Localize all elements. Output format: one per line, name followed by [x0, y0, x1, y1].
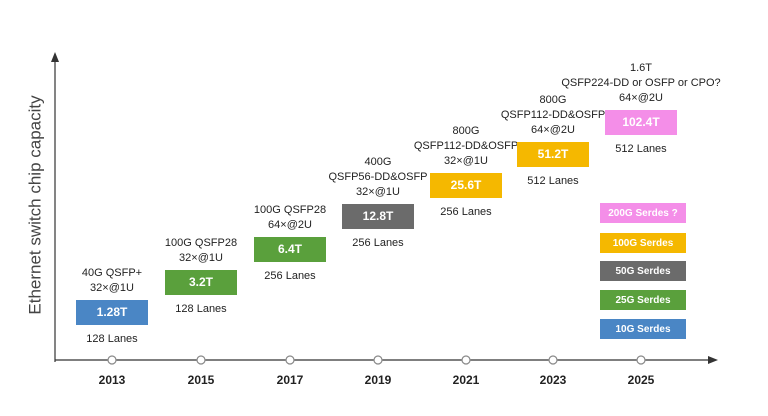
capacity-label: 3.2T [189, 275, 214, 289]
x-arrow [708, 356, 718, 364]
legend-label: 100G Serdes [613, 238, 674, 249]
year-label: 2025 [628, 373, 655, 387]
year-tick [636, 355, 646, 365]
year-label: 2021 [453, 373, 480, 387]
spec-label: 800G [540, 94, 567, 106]
spec-label: QSFP56-DD&OSFP [328, 171, 427, 183]
capacity-box [165, 270, 237, 295]
spec-label: 32×@1U [90, 282, 134, 294]
capacity-box [76, 300, 148, 325]
year-label: 2023 [540, 373, 567, 387]
lanes-label: 256 Lanes [440, 206, 492, 218]
spec-label: 32×@1U [356, 186, 400, 198]
legend-box [600, 203, 686, 223]
year-tick [196, 355, 206, 365]
capacity-box [342, 204, 414, 229]
legend-box [600, 261, 686, 281]
spec-label: 32×@1U [444, 155, 488, 167]
spec-label: QSFP112-DD&OSFP [501, 109, 605, 121]
year-label: 2019 [365, 373, 392, 387]
year-tick [548, 355, 558, 365]
spec-label: QSFP224-DD or OSFP or CPO? [561, 77, 720, 89]
legend-box [600, 290, 686, 310]
year-tick [461, 355, 471, 365]
legend-box [600, 319, 686, 339]
capacity-label: 1.28T [97, 305, 128, 319]
spec-label: 64×@2U [268, 219, 312, 231]
legend-label: 25G Serdes [615, 295, 670, 306]
spec-label: 1.6T [630, 62, 652, 74]
lanes-label: 128 Lanes [86, 333, 138, 345]
year-label: 2017 [277, 373, 304, 387]
legend-label: 200G Serdes ? [608, 208, 677, 219]
spec-label: 64×@2U [619, 92, 663, 104]
capacity-box [254, 237, 326, 262]
legend-box [600, 233, 686, 253]
capacity-label: 12.8T [363, 209, 394, 223]
capacity-label: 51.2T [538, 147, 569, 161]
spec-label: QSFP112-DD&OSFP [414, 140, 518, 152]
lanes-label: 512 Lanes [527, 175, 579, 187]
capacity-label: 6.4T [278, 242, 303, 256]
y-axis-label: Ethernet switch chip capacity [25, 95, 44, 315]
spec-label: 400G [365, 156, 392, 168]
legend-label: 50G Serdes [615, 266, 670, 277]
lanes-label: 256 Lanes [352, 237, 404, 249]
spec-label: 40G QSFP+ [82, 267, 142, 279]
year-label: 2013 [99, 373, 126, 387]
spec-label: 64×@2U [531, 124, 575, 136]
spec-label: 100G QSFP28 [254, 204, 326, 216]
legend-label: 10G Serdes [615, 324, 670, 335]
year-label: 2015 [188, 373, 215, 387]
capacity-label: 25.6T [451, 178, 482, 192]
lanes-label: 256 Lanes [264, 270, 316, 282]
spec-label: 800G [453, 125, 480, 137]
year-tick [373, 355, 383, 365]
capacity-box [430, 173, 502, 198]
spec-label: 32×@1U [179, 252, 223, 264]
y-arrow [51, 52, 59, 62]
year-tick [107, 355, 117, 365]
capacity-box [517, 142, 589, 167]
spec-label: 100G QSFP28 [165, 237, 237, 249]
lanes-label: 128 Lanes [175, 303, 227, 315]
capacity-box [605, 110, 677, 135]
year-tick [285, 355, 295, 365]
lanes-label: 512 Lanes [615, 143, 667, 155]
capacity-label: 102.4T [622, 115, 660, 129]
